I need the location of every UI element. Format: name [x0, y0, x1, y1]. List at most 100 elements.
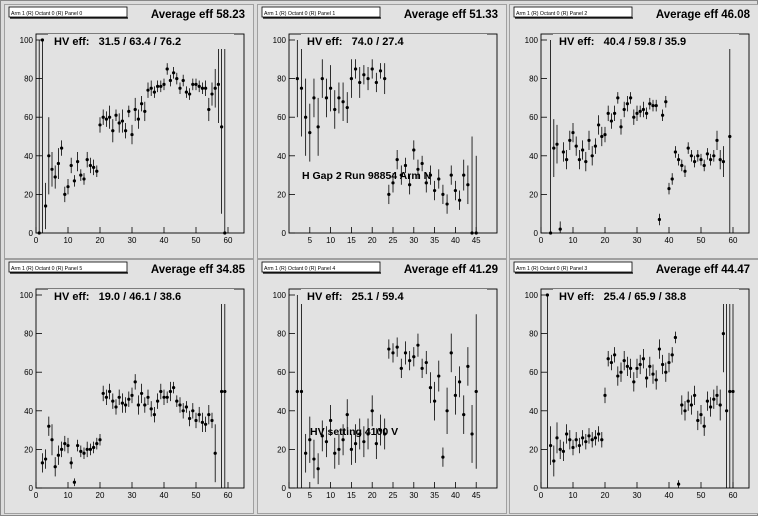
marker [194, 419, 197, 422]
marker [667, 361, 670, 364]
x-tick-label: 0 [539, 491, 544, 500]
marker [475, 390, 478, 393]
marker [337, 448, 340, 451]
plot-frame [36, 289, 244, 488]
marker [341, 100, 344, 103]
marker [191, 83, 194, 86]
y-tick-label: 80 [529, 75, 538, 84]
marker [709, 405, 712, 408]
marker [475, 231, 478, 234]
marker [354, 67, 357, 70]
marker [121, 401, 124, 404]
marker [153, 413, 156, 416]
marker [571, 446, 574, 449]
x-tick-label: 10 [326, 491, 335, 500]
marker [223, 231, 226, 234]
marker [166, 67, 169, 70]
marker [703, 425, 706, 428]
marker [92, 446, 95, 449]
y-tick-label: 60 [529, 113, 538, 122]
marker [143, 403, 146, 406]
marker [715, 394, 718, 397]
marker [127, 398, 130, 401]
marker [470, 231, 473, 234]
marker [639, 110, 642, 113]
average-eff-label: Average eff 41.29 [404, 264, 498, 276]
marker [172, 386, 175, 389]
marker [591, 154, 594, 157]
plot-frame [289, 289, 497, 488]
marker [693, 394, 696, 397]
marker [667, 187, 670, 190]
marker [661, 114, 664, 117]
x-tick-label: 40 [451, 491, 460, 500]
marker [559, 228, 562, 231]
average-eff-label: Average eff 44.47 [656, 264, 750, 276]
marker [188, 417, 191, 420]
marker [454, 394, 457, 397]
marker [623, 108, 626, 111]
x-tick-label: 40 [451, 236, 460, 245]
x-tick-label: 0 [539, 236, 544, 245]
marker [137, 118, 140, 121]
marker [696, 419, 699, 422]
marker [371, 67, 374, 70]
plot-frame [36, 34, 244, 233]
marker [304, 116, 307, 119]
y-tick-label: 100 [273, 291, 287, 300]
hv-eff-label: HV eff: 19.0 / 46.1 / 38.6 [54, 291, 181, 303]
marker [66, 444, 69, 447]
marker [198, 413, 201, 416]
marker [626, 365, 629, 368]
marker [329, 419, 332, 422]
marker [217, 83, 220, 86]
marker [150, 87, 153, 90]
marker [719, 158, 722, 161]
y-tick-label: 60 [24, 113, 33, 122]
marker [159, 390, 162, 393]
marker [118, 121, 121, 124]
average-eff-label: Average eff 46.08 [656, 9, 751, 21]
marker [421, 162, 424, 165]
marker [728, 390, 731, 393]
average-eff-label: Average eff 51.33 [404, 9, 498, 21]
marker [333, 452, 336, 455]
x-tick-label: 45 [472, 491, 481, 500]
marker [603, 394, 606, 397]
marker [362, 440, 365, 443]
marker [60, 146, 63, 149]
x-tick-label: 25 [389, 236, 398, 245]
marker [462, 174, 465, 177]
marker [143, 110, 146, 113]
marker [108, 390, 111, 393]
marker [321, 77, 324, 80]
x-tick-label: 0 [287, 491, 292, 500]
marker [70, 461, 73, 464]
marker [118, 396, 121, 399]
marker [182, 79, 185, 82]
marker [60, 448, 63, 451]
marker [124, 129, 127, 132]
chart-title: Arm 1 (R) Octant 0 (R) Panel 4 [264, 266, 335, 272]
marker [437, 374, 440, 377]
marker [47, 425, 50, 428]
marker [201, 421, 204, 424]
marker [166, 396, 169, 399]
marker [552, 146, 555, 149]
marker [178, 403, 181, 406]
marker [571, 131, 574, 134]
marker [610, 119, 613, 122]
marker [134, 380, 137, 383]
marker [651, 373, 654, 376]
y-tick-label: 100 [20, 36, 34, 45]
marker [79, 450, 82, 453]
marker [396, 346, 399, 349]
marker [86, 158, 89, 161]
marker [565, 432, 568, 435]
marker [317, 467, 320, 470]
y-tick-label: 40 [24, 152, 33, 161]
marker [629, 367, 632, 370]
marker [333, 108, 336, 111]
x-tick-label: 30 [633, 236, 642, 245]
